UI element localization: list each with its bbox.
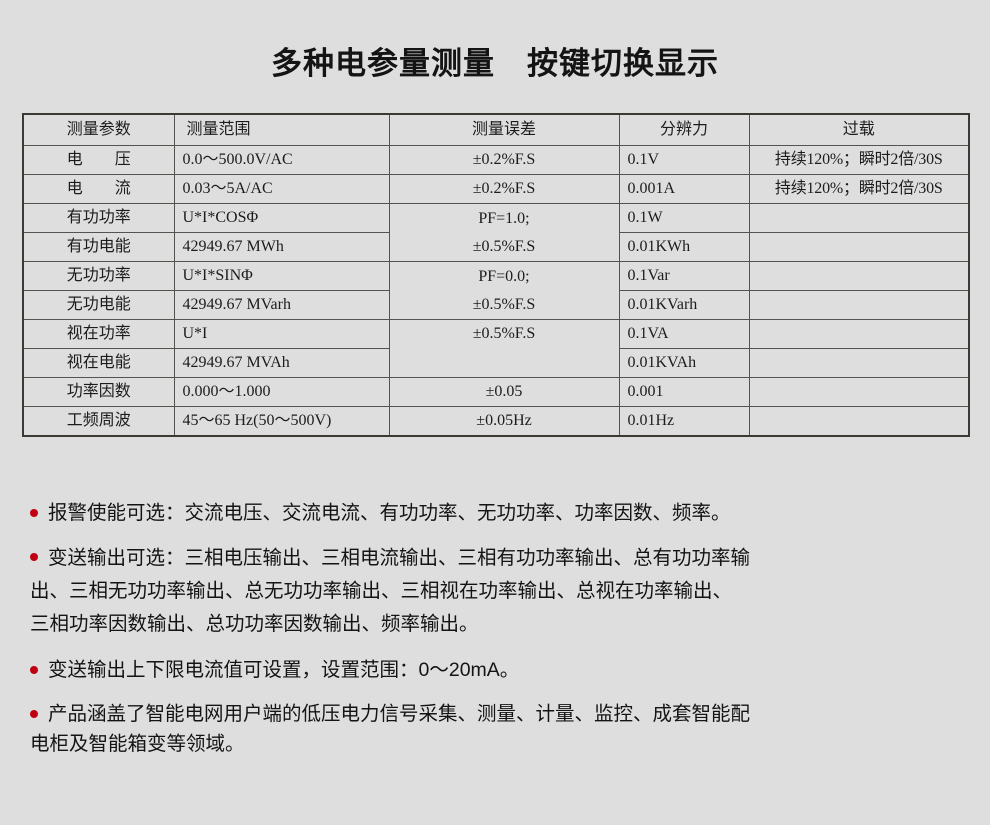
cell-param: 有功电能 [22,232,175,262]
table-header-row: 测量参数 测量范围 测量误差 分辨力 过载 [22,113,970,146]
cell-overload [748,290,970,320]
note-text-line3: 三相功率因数输出、总功功率因数输出、频率输出。 [30,613,479,635]
column-header-param: 测量参数 [22,113,175,146]
cell-param: 电 流 [22,174,175,204]
cell-param: 无功电能 [22,290,175,320]
bullet-dot-icon [30,553,38,561]
cell-resolution: 0.001 [618,377,750,407]
note-item-transmitter-output: 变送输出可选：三相电压输出、三相电流输出、三相有功功率输出、总有功功率输 出、三… [30,542,970,641]
cell-range: U*I [173,319,390,349]
cell-error: ±0.05Hz [388,406,620,437]
cell-range: U*I*COSΦ [173,203,390,233]
cell-overload [748,348,970,378]
table-row: 视在电能 42949.67 MVAh 0.01KVAh [22,348,970,378]
cell-range: 42949.67 MVAh [173,348,390,378]
column-header-overload: 过载 [748,113,970,146]
cell-range: 42949.67 MVarh [173,290,390,320]
cell-param: 视在功率 [22,319,175,349]
note-text: 变送输出上下限电流值可设置，设置范围：0～20mA。 [48,659,520,681]
cell-param: 工频周波 [22,406,175,437]
column-header-error: 测量误差 [388,113,620,146]
cell-range: 0.0～500.0V/AC [173,145,390,175]
note-item-current-range: 变送输出上下限电流值可设置，设置范围：0～20mA。 [30,655,970,685]
cell-error-line1: PF=0.0; [478,267,530,285]
spec-table-container: 测量参数 测量范围 测量误差 分辨力 过载 电 压 0.0～500.0V/AC … [22,113,970,437]
note-text-line2: 出、三相无功功率输出、总无功功率输出、三相视在功率输出、总视在功率输出、 [30,580,733,602]
bullet-dot-icon [30,509,38,517]
table-row: 无功电能 42949.67 MVarh 0.01KVarh [22,290,970,320]
note-text-line2: 电柜及智能箱变等领域。 [30,733,245,755]
cell-param: 视在电能 [22,348,175,378]
table-row: 视在功率 U*I ±0.5%F.S 0.1VA [22,319,970,378]
cell-resolution: 0.01KWh [618,232,750,262]
note-item-alarm: 报警使能可选：交流电压、交流电流、有功功率、无功功率、功率因数、频率。 [30,498,970,528]
cell-overload [748,261,970,291]
cell-error-merged: PF=0.0; ±0.5%F.S [388,261,620,320]
cell-range: 42949.67 MWh [173,232,390,262]
cell-error-merged: PF=1.0; ±0.5%F.S [388,203,620,262]
cell-overload [748,377,970,407]
cell-resolution: 0.1V [618,145,750,175]
cell-error: ±0.2%F.S [388,174,620,204]
cell-resolution: 0.1Var [618,261,750,291]
page-title: 多种电参量测量 按键切换显示 [271,46,719,81]
table-row: 功率因数 0.000～1.000 ±0.05 0.001 [22,377,970,407]
cell-range: 0.000～1.000 [173,377,390,407]
cell-range: 45～65 Hz(50～500V) [173,406,390,437]
cell-overload [748,406,970,437]
table-row: 有功电能 42949.67 MWh 0.01KWh [22,232,970,262]
cell-range: 0.03～5A/AC [173,174,390,204]
table-row: 无功功率 U*I*SINΦ PF=0.0; ±0.5%F.S 0.1Var [22,261,970,320]
cell-error: ±0.2%F.S [388,145,620,175]
cell-param: 功率因数 [22,377,175,407]
bullet-dot-icon [30,710,38,718]
cell-error-line2: ±0.5%F.S [472,237,536,255]
table-row: 电 压 0.0～500.0V/AC ±0.2%F.S 0.1V 持续120%；瞬… [22,145,970,175]
cell-overload: 持续120%；瞬时2倍/30S [748,145,970,175]
measurement-spec-table: 测量参数 测量范围 测量误差 分辨力 过载 电 压 0.0～500.0V/AC … [22,113,970,437]
feature-notes-list: 报警使能可选：交流电压、交流电流、有功功率、无功功率、功率因数、频率。 变送输出… [30,498,970,773]
cell-range: U*I*SINΦ [173,261,390,291]
cell-overload: 持续120%；瞬时2倍/30S [748,174,970,204]
note-text: 报警使能可选：交流电压、交流电流、有功功率、无功功率、功率因数、频率。 [48,502,731,524]
cell-error-line2: ±0.5%F.S [472,295,536,313]
cell-overload [748,203,970,233]
cell-error-merged: ±0.5%F.S [388,319,620,378]
cell-param: 无功功率 [22,261,175,291]
bullet-dot-icon [30,666,38,674]
table-row: 工频周波 45～65 Hz(50～500V) ±0.05Hz 0.01Hz [22,406,970,437]
note-item-applications: 产品涵盖了智能电网用户端的低压电力信号采集、测量、计量、监控、成套智能配 电柜及… [30,699,970,759]
cell-param: 电 压 [22,145,175,175]
cell-error: ±0.05 [388,377,620,407]
table-row: 电 流 0.03～5A/AC ±0.2%F.S 0.001A 持续120%；瞬时… [22,174,970,204]
cell-overload [748,232,970,262]
table-row: 有功功率 U*I*COSΦ PF=1.0; ±0.5%F.S 0.1W [22,203,970,262]
column-header-range: 测量范围 [173,113,390,146]
cell-resolution: 0.1VA [618,319,750,349]
column-header-resolution: 分辨力 [618,113,750,146]
cell-resolution: 0.01KVAh [618,348,750,378]
cell-resolution: 0.001A [618,174,750,204]
cell-resolution: 0.01Hz [618,406,750,437]
cell-param: 有功功率 [22,203,175,233]
cell-overload [748,319,970,349]
note-text-line1: 变送输出可选：三相电压输出、三相电流输出、三相有功功率输出、总有功功率输 [48,547,751,569]
note-text-line1: 产品涵盖了智能电网用户端的低压电力信号采集、测量、计量、监控、成套智能配 [48,703,751,725]
cell-resolution: 0.1W [618,203,750,233]
cell-resolution: 0.01KVarh [618,290,750,320]
cell-error-line1: PF=1.0; [478,209,530,227]
